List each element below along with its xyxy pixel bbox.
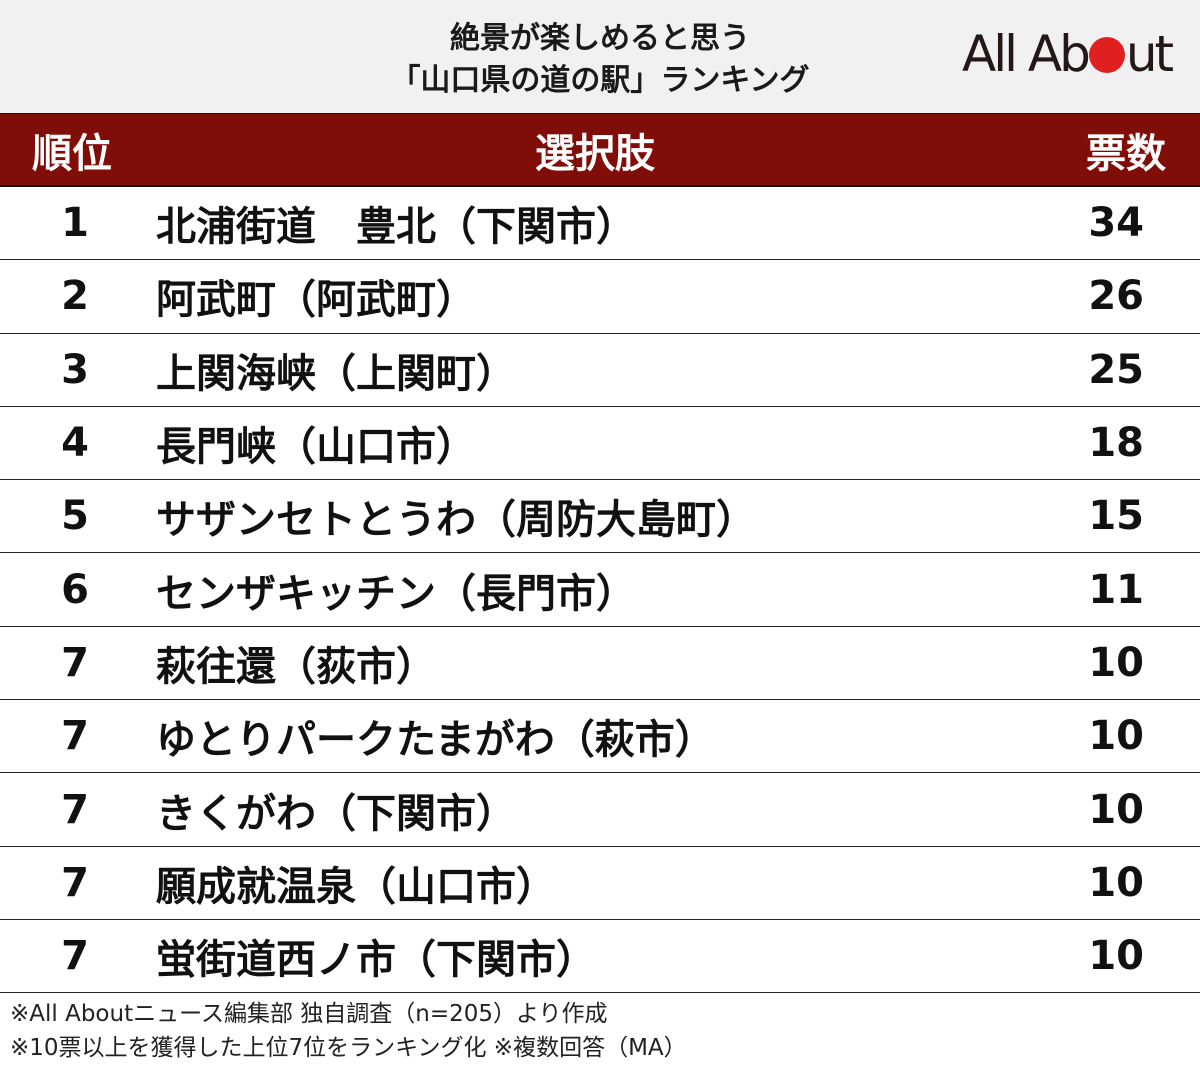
rank-cell: 7 — [61, 786, 89, 833]
votes-cell: 10 — [1088, 786, 1144, 833]
footnotes: ※All Aboutニュース編集部 独自調査（n=205）より作成 ※10票以上… — [0, 993, 1200, 1065]
table-row: 4 長門峡（山口市） 18 — [0, 407, 1200, 481]
footnote-1: ※All Aboutニュース編集部 独自調査（n=205）より作成 — [10, 1001, 608, 1028]
name-cell: 北浦街道 豊北（下関市） — [156, 204, 636, 251]
title-line-2: 「山口県の道の駅」ランキング — [390, 63, 810, 98]
table-row: 5 サザンセトとうわ（周防大島町） 15 — [0, 480, 1200, 554]
title-line-1: 絶景が楽しめると思う — [450, 21, 750, 56]
header-rank: 順位 — [32, 130, 112, 177]
votes-cell: 10 — [1088, 639, 1144, 686]
table-row: 3 上関海峡（上関町） 25 — [0, 334, 1200, 407]
ranking-table-body: 1 北浦街道 豊北（下関市） 34 2 阿武町（阿武町） 26 3 上関海峡（上関町） 25 4 長… — [0, 187, 1200, 994]
name-cell: きくがわ（下関市） — [156, 790, 516, 837]
footnote-2: ※10票以上を獲得した上位7位をランキング化 ※複数回答（MA） — [10, 1035, 687, 1062]
rank-cell: 6 — [61, 566, 89, 613]
page-title: 絶景が楽しめると思う 「山口県の道の駅」ランキング — [0, 18, 1200, 102]
logo-dot-icon — [1088, 37, 1125, 73]
rank-cell: 7 — [61, 859, 89, 906]
table-row: 7 ゆとりパークたまがわ（萩市） 10 — [0, 700, 1200, 774]
table-row: 7 きくがわ（下関市） 10 — [0, 773, 1200, 847]
name-cell: ゆとりパークたまがわ（萩市） — [156, 717, 715, 764]
name-cell: 蛍街道西ノ市（下関市） — [156, 937, 596, 984]
votes-cell: 18 — [1088, 420, 1144, 467]
header-votes: 票数 — [1086, 130, 1166, 177]
title-band: 絶景が楽しめると思う 「山口県の道の駅」ランキング All Ab ut — [0, 0, 1200, 114]
rank-cell: 5 — [61, 493, 89, 540]
votes-cell: 34 — [1088, 200, 1144, 247]
votes-cell: 10 — [1088, 713, 1144, 760]
votes-cell: 10 — [1088, 933, 1144, 980]
name-cell: 萩往還（荻市） — [156, 643, 436, 690]
name-cell: 阿武町（阿武町） — [156, 277, 476, 324]
table-row: 7 蛍街道西ノ市（下関市） 10 — [0, 920, 1200, 994]
votes-cell: 11 — [1088, 566, 1144, 613]
rank-cell: 7 — [61, 639, 89, 686]
table-row: 1 北浦街道 豊北（下関市） 34 — [0, 187, 1200, 261]
rank-cell: 2 — [61, 273, 89, 320]
votes-cell: 25 — [1088, 346, 1144, 393]
allabout-logo: All Ab ut — [962, 25, 1174, 83]
header-name: 選択肢 — [535, 130, 655, 177]
name-cell: 上関海峡（上関町） — [156, 350, 516, 397]
name-cell: サザンセトとうわ（周防大島町） — [156, 497, 756, 544]
name-cell: 長門峡（山口市） — [156, 424, 476, 471]
votes-cell: 26 — [1088, 273, 1144, 320]
table-header: 順位 選択肢 票数 — [0, 114, 1200, 187]
table-row: 2 阿武町（阿武町） 26 — [0, 260, 1200, 334]
logo-text-2: ut — [1125, 25, 1174, 83]
name-cell: 願成就温泉（山口市） — [156, 863, 556, 910]
logo-text-1: All Ab — [962, 25, 1091, 83]
table-row: 7 願成就温泉（山口市） 10 — [0, 847, 1200, 920]
votes-cell: 15 — [1088, 493, 1144, 540]
votes-cell: 10 — [1088, 859, 1144, 906]
table-row: 7 萩往還（荻市） 10 — [0, 627, 1200, 701]
rank-cell: 3 — [61, 346, 89, 393]
rank-cell: 4 — [61, 420, 89, 467]
rank-cell: 7 — [61, 713, 89, 760]
rank-cell: 7 — [61, 933, 89, 980]
rank-cell: 1 — [61, 200, 89, 247]
table-row: 6 センザキッチン（長門市） 11 — [0, 553, 1200, 627]
name-cell: センザキッチン（長門市） — [156, 570, 636, 617]
